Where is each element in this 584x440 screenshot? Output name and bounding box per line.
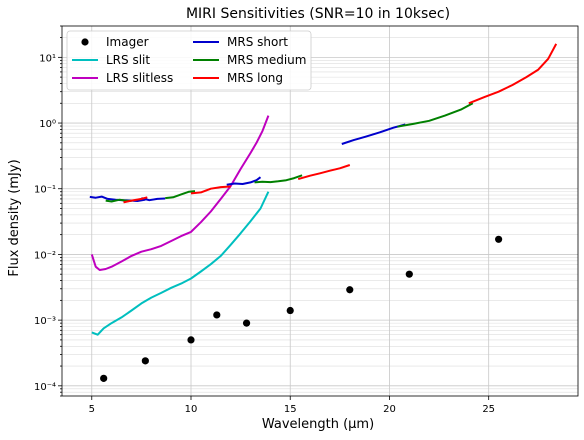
legend-box	[66, 30, 312, 91]
x-tick-label: 10	[185, 404, 198, 415]
imager-point	[187, 336, 195, 344]
mrs-medium-line	[397, 102, 474, 128]
mrs-short-line	[341, 123, 406, 145]
y-axis-label: Flux density (mJy)	[7, 159, 22, 276]
legend-label-lrs-slit: LRS slit	[106, 53, 150, 67]
imager-point	[346, 286, 354, 294]
legend-label-imager: Imager	[106, 35, 149, 49]
series-group	[89, 43, 558, 382]
imager-point	[100, 374, 108, 382]
imager-point	[242, 319, 251, 327]
x-tick-label: 25	[482, 404, 495, 415]
x-axis-label: Wavelength (μm)	[262, 417, 374, 432]
imager-point	[495, 235, 503, 243]
imager-point	[405, 270, 413, 278]
imager-point	[213, 311, 221, 319]
axes-frame	[61, 25, 579, 397]
y-tick-label: 10⁻¹	[34, 185, 56, 196]
legend-label-lrs-slitless: LRS slitless	[106, 71, 173, 85]
y-tick-label: 10¹	[39, 53, 56, 64]
y-tick-label: 10⁻³	[34, 316, 56, 327]
y-tick-label: 10⁻⁴	[34, 382, 56, 393]
chart-title: MIRI Sensitivities (SNR=10 in 10ksec)	[186, 6, 450, 22]
mrs-long-line	[123, 196, 148, 204]
imager-point	[141, 357, 149, 365]
grid	[62, 25, 578, 397]
mrs-short-line	[226, 176, 262, 186]
x-tick-label: 15	[284, 404, 297, 415]
x-tick-label: 5	[89, 404, 95, 415]
mrs-long-line	[297, 164, 351, 181]
y-tick-label: 10⁰	[39, 119, 56, 130]
imager-point	[286, 306, 294, 315]
mrs-short-line	[141, 197, 166, 202]
legend-label-mrs-short: MRS short	[227, 35, 288, 49]
legend-label-mrs-long: MRS long	[227, 71, 283, 85]
mrs-medium-line	[254, 174, 303, 184]
mrs-medium-line	[165, 190, 196, 200]
lrs-slitless-line	[90, 115, 270, 271]
mrs-long-line	[468, 43, 558, 105]
mrs-long-line	[190, 185, 231, 195]
lrs-slit-line	[91, 191, 270, 336]
x-tick-label: 20	[383, 404, 396, 415]
plot-area: 5 10 15 20 25 10⁻⁴ 10⁻³ 10⁻² 10⁻¹ 10⁰ 10¹ Imager LRS…	[34, 25, 579, 415]
y-tick-label: 10⁻²	[34, 250, 56, 261]
legend-marker-imager	[81, 38, 89, 46]
legend: Imager LRS slit LRS slitless MRS short MRS m…	[66, 30, 312, 91]
legend-label-mrs-medium: MRS medium	[227, 53, 306, 67]
